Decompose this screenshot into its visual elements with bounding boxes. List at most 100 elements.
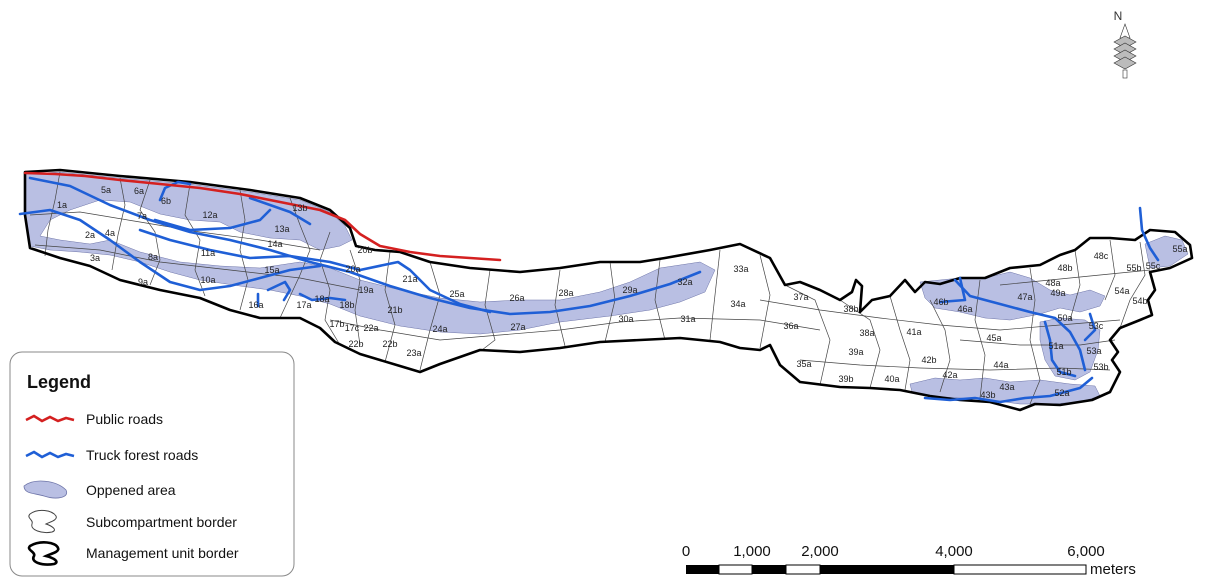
north-arrow-icon	[1113, 23, 1137, 79]
subcompartment-label: 43a	[999, 382, 1014, 392]
subborder-line	[1029, 267, 1041, 405]
subcompartment-label: 17a	[296, 300, 311, 310]
opened-area-east-north	[919, 271, 1106, 321]
truck-road-line	[1138, 206, 1160, 262]
legend-label: Oppened area	[86, 482, 176, 498]
subcompartment-border-swatch-icon	[28, 509, 57, 533]
subcompartment-label: 48b	[1057, 263, 1072, 273]
north-arrow: N	[1113, 9, 1137, 79]
subborder-line	[184, 183, 206, 297]
subborder-line	[139, 179, 161, 286]
subcompartment-label: 21b	[387, 305, 402, 315]
subcompartment-label: 55c	[1146, 261, 1161, 271]
legend-item-truck-forest-roads: Truck forest roads	[25, 447, 198, 463]
truck-forest-roads	[18, 176, 1160, 404]
subcompartment-label: 6b	[161, 196, 171, 206]
truck-road-line	[138, 228, 492, 314]
legend-box	[9, 351, 295, 577]
management-unit-border	[23, 168, 1194, 412]
subcompartment-label: 17b	[329, 319, 344, 329]
subborder-line	[654, 259, 666, 341]
subcompartment-label: 17c	[345, 323, 360, 333]
subcompartment-label: 34a	[730, 299, 745, 309]
management-unit-border-swatch-icon	[27, 541, 60, 566]
truck-road-line	[18, 208, 322, 292]
subcompartment-label: 38a	[859, 328, 874, 338]
subcompartment-label: 5a	[101, 185, 111, 195]
truck-road-line	[1083, 312, 1097, 342]
subcompartment-label: 8a	[148, 252, 158, 262]
subborder-line	[929, 299, 951, 393]
subcompartment-label: 44a	[993, 360, 1008, 370]
subcompartment-label: 18b	[339, 300, 354, 310]
scale-bar: 0 1,000 2,000 4,000 6,000 meters	[682, 543, 1136, 578]
legend-item-public-roads: Public roads	[25, 411, 163, 427]
subcompartment-label: 7a	[137, 211, 147, 221]
subborder-line	[239, 189, 249, 311]
scale-tick-label: 4,000	[935, 543, 973, 560]
subborder-line	[481, 269, 496, 351]
scale-tick-label: 2,000	[801, 543, 839, 560]
scale-segment	[785, 564, 821, 575]
subcompartment-label: 37a	[793, 292, 808, 302]
subcompartment-label: 43b	[980, 390, 995, 400]
subcompartment-label: 20a	[345, 264, 360, 274]
legend-item-management-unit-border: Management unit border	[27, 541, 239, 566]
subborder-line	[999, 269, 1151, 286]
opened-area-layer	[24, 171, 1189, 405]
subcompartment-label: 49a	[1050, 288, 1065, 298]
subborder-line	[1119, 241, 1146, 329]
subcompartment-label: 28a	[558, 288, 573, 298]
subcompartment-label: 27a	[510, 322, 525, 332]
subcompartment-label: 6a	[134, 186, 144, 196]
north-label: N	[1114, 9, 1123, 23]
subborder-line	[889, 295, 911, 391]
scale-tick-label: 1,000	[733, 543, 771, 560]
subcompartment-label: 48a	[1045, 278, 1060, 288]
subborder-line	[974, 279, 986, 399]
subcompartment-label: 39a	[848, 347, 863, 357]
subborder-line	[384, 251, 396, 363]
subcompartment-label: 53b	[1093, 362, 1108, 372]
truck-road-line	[938, 276, 967, 304]
subcompartment-label: 55a	[1172, 244, 1187, 254]
subborder-line	[839, 299, 881, 389]
subcompartment-label: 13b	[292, 203, 307, 213]
subcompartment-label: 1a	[57, 200, 67, 210]
subcompartment-label: 3a	[90, 253, 100, 263]
subborder-line	[44, 171, 61, 257]
subcompartment-label: 51b	[1056, 367, 1071, 377]
subcompartment-label: 45a	[986, 333, 1001, 343]
subborder-line	[759, 254, 771, 349]
opened-area-swatch-icon	[23, 480, 68, 499]
public-road-swatch-icon	[25, 414, 75, 423]
subcompartment-label: 10a	[200, 275, 215, 285]
truck-road-line	[953, 278, 1087, 372]
subcompartment-label: 32a	[677, 277, 692, 287]
subcompartment-label: 55b	[1126, 263, 1141, 273]
subcompartment-label: 25a	[449, 289, 464, 299]
opened-area-far-east	[1144, 235, 1189, 269]
legend-label: Subcompartment border	[86, 514, 237, 530]
legend-label: Truck forest roads	[86, 447, 198, 463]
subcompartment-borders	[29, 171, 1151, 405]
public-road-line	[23, 171, 502, 262]
subcompartment-label: 15a	[264, 265, 279, 275]
subcompartment-label: 23a	[406, 348, 421, 358]
scale-segment	[686, 565, 719, 574]
subcompartment-label: 40a	[884, 374, 899, 384]
subcompartment-label: 16a	[248, 300, 263, 310]
legend-label: Management unit border	[86, 545, 239, 561]
subcompartment-label: 36a	[783, 321, 798, 331]
subborder-line	[419, 261, 441, 371]
subcompartment-label: 42b	[921, 355, 936, 365]
scale-segment	[953, 564, 1087, 575]
subcompartment-label: 53a	[1086, 346, 1101, 356]
subcompartment-label: 41a	[906, 327, 921, 337]
subcompartment-label: 54b	[1132, 296, 1147, 306]
subborder-line	[1069, 249, 1081, 321]
subborder-line	[554, 269, 566, 347]
subborder-line	[349, 249, 361, 346]
subborder-line	[34, 244, 361, 291]
subcompartment-label: 20b	[357, 245, 372, 255]
